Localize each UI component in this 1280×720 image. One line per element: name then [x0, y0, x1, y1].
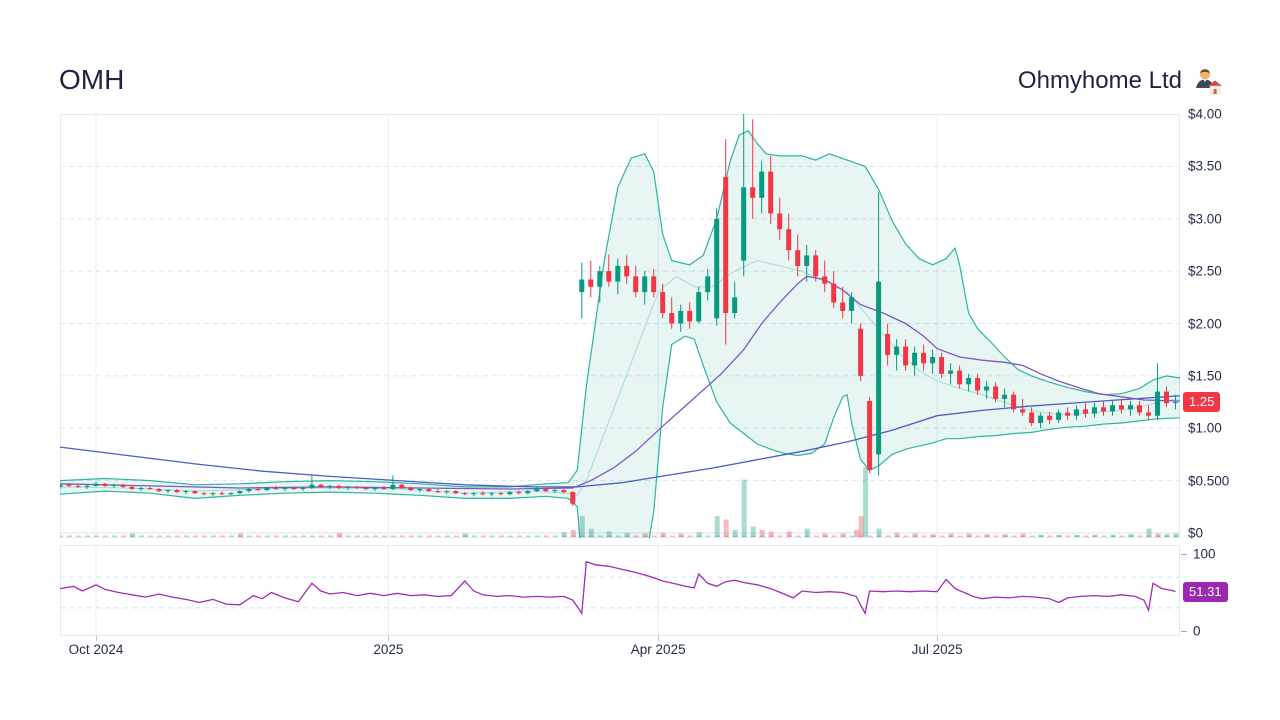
price-axis-label: $0 [1188, 525, 1204, 541]
time-axis-tick [658, 636, 660, 641]
time-axis-tick [937, 636, 939, 641]
company-name: Ohmyhome Ltd [1017, 67, 1182, 94]
price-axis-label: $3.50 [1188, 158, 1222, 174]
rsi-axis-label: 100 [1193, 546, 1216, 562]
symbol-title: OMH [59, 64, 125, 95]
last-price-badge: 1.25 [1183, 392, 1221, 413]
price-axis-label: $3.00 [1188, 211, 1222, 227]
rsi-indicator-chart[interactable] [60, 545, 1180, 636]
price-axis-label: $0.500 [1188, 473, 1230, 489]
price-axis-label: $1.50 [1188, 368, 1222, 384]
time-axis-tick [96, 636, 97, 641]
main-price-chart[interactable] [60, 114, 1180, 538]
time-axis-label: Apr 2025 [630, 642, 686, 657]
realtor-house-icon [1192, 66, 1222, 96]
rsi-axis-tick [1181, 631, 1187, 632]
price-axis-label: $2.00 [1188, 316, 1222, 331]
price-axis-label: $4.00 [1188, 106, 1222, 122]
price-axis-label: $2.50 [1188, 263, 1222, 279]
time-axis-tick [388, 636, 390, 641]
time-axis-label: Jul 2025 [911, 642, 963, 657]
time-axis-label: Oct 2024 [68, 642, 124, 657]
company-header: Ohmyhome Ltd [1018, 66, 1222, 96]
price-axis-label: $1.00 [1188, 420, 1222, 436]
rsi-value-badge: 51.31 [1183, 581, 1228, 602]
rsi-axis-tick [1181, 554, 1187, 555]
rsi-axis-label: 0 [1193, 623, 1201, 639]
time-axis-label: 2025 [373, 642, 404, 657]
